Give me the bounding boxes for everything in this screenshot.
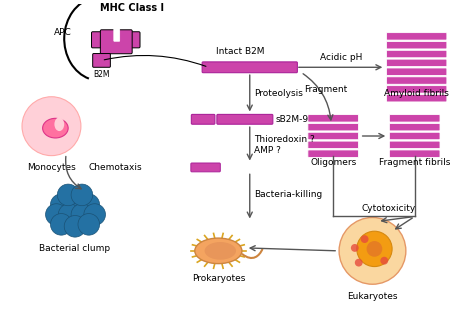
FancyBboxPatch shape: [386, 41, 447, 49]
Text: Monocytes: Monocytes: [27, 164, 76, 173]
Text: Bacterial clump: Bacterial clump: [39, 244, 110, 253]
Text: Bacteria-killing: Bacteria-killing: [254, 190, 322, 199]
FancyBboxPatch shape: [386, 59, 447, 67]
Circle shape: [361, 235, 369, 243]
Circle shape: [71, 184, 93, 206]
Text: Amyloid fibrils: Amyloid fibrils: [384, 89, 449, 98]
FancyBboxPatch shape: [308, 150, 358, 157]
Circle shape: [58, 204, 80, 225]
FancyBboxPatch shape: [100, 30, 132, 54]
Text: Cytotoxicity: Cytotoxicity: [362, 204, 416, 212]
Circle shape: [64, 191, 86, 212]
Circle shape: [78, 194, 100, 216]
Ellipse shape: [195, 238, 242, 263]
Circle shape: [78, 213, 100, 235]
Circle shape: [357, 231, 392, 267]
Circle shape: [71, 204, 93, 225]
Text: APC: APC: [55, 28, 72, 37]
FancyBboxPatch shape: [308, 123, 358, 131]
FancyBboxPatch shape: [386, 94, 447, 102]
Ellipse shape: [205, 242, 236, 260]
FancyBboxPatch shape: [386, 77, 447, 84]
FancyBboxPatch shape: [191, 115, 215, 124]
Text: Thioredoxin ?: Thioredoxin ?: [254, 135, 314, 144]
FancyBboxPatch shape: [118, 32, 140, 48]
FancyBboxPatch shape: [308, 132, 358, 140]
FancyBboxPatch shape: [389, 141, 440, 149]
Text: Oligomers: Oligomers: [310, 158, 356, 167]
Text: AMP ?: AMP ?: [254, 146, 281, 155]
Circle shape: [22, 97, 81, 156]
Circle shape: [366, 241, 383, 257]
Text: Eukaryotes: Eukaryotes: [347, 292, 398, 301]
Circle shape: [64, 216, 86, 237]
FancyBboxPatch shape: [389, 132, 440, 140]
FancyBboxPatch shape: [386, 68, 447, 75]
Circle shape: [57, 184, 79, 206]
Text: Acidic pH: Acidic pH: [320, 53, 362, 63]
Circle shape: [46, 204, 67, 225]
FancyBboxPatch shape: [308, 115, 358, 122]
Circle shape: [355, 259, 363, 267]
FancyBboxPatch shape: [202, 62, 297, 73]
Ellipse shape: [55, 117, 64, 131]
FancyBboxPatch shape: [91, 32, 113, 48]
Text: sB2M-9: sB2M-9: [275, 115, 309, 124]
FancyBboxPatch shape: [389, 115, 440, 122]
Text: B2M: B2M: [93, 70, 110, 79]
Circle shape: [380, 257, 388, 264]
Text: Prokaryotes: Prokaryotes: [191, 274, 245, 283]
FancyBboxPatch shape: [114, 28, 120, 41]
Text: Intact B2M: Intact B2M: [216, 47, 264, 56]
Text: Fragment fibrils: Fragment fibrils: [379, 158, 450, 167]
FancyBboxPatch shape: [93, 54, 110, 67]
Text: MHC Class I: MHC Class I: [100, 3, 164, 13]
FancyBboxPatch shape: [389, 123, 440, 131]
FancyBboxPatch shape: [389, 150, 440, 157]
FancyBboxPatch shape: [386, 85, 447, 93]
FancyBboxPatch shape: [386, 50, 447, 58]
FancyBboxPatch shape: [217, 115, 273, 124]
Text: Proteolysis: Proteolysis: [254, 89, 302, 98]
Text: Chemotaxis: Chemotaxis: [89, 163, 142, 172]
Text: Fragment: Fragment: [304, 85, 347, 94]
FancyBboxPatch shape: [191, 163, 220, 172]
Circle shape: [51, 213, 72, 235]
Circle shape: [84, 204, 105, 225]
Circle shape: [351, 244, 359, 252]
Ellipse shape: [43, 118, 68, 138]
Circle shape: [339, 218, 406, 284]
FancyBboxPatch shape: [308, 141, 358, 149]
Circle shape: [51, 194, 72, 216]
FancyBboxPatch shape: [386, 33, 447, 40]
